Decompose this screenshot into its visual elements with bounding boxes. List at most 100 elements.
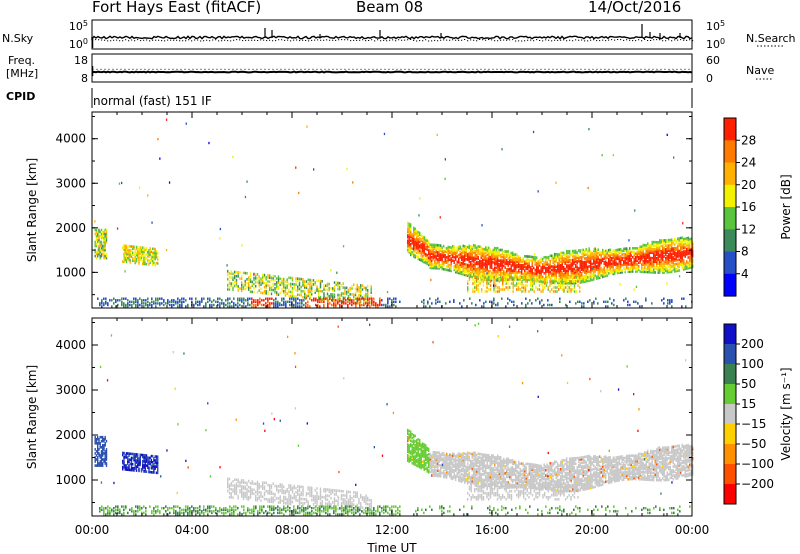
data-cell (641, 265, 643, 268)
data-cell (486, 473, 488, 477)
noise-left-tick-high: 105 (69, 19, 88, 33)
data-cell (465, 266, 467, 270)
data-cell (408, 429, 410, 433)
data-cell (566, 276, 568, 280)
data-cell (411, 452, 413, 456)
data-cell (579, 277, 581, 281)
data-cell (509, 276, 511, 279)
data-cell (682, 222, 684, 225)
data-cell (434, 250, 436, 254)
data-cell (195, 300, 197, 303)
data-cell (450, 477, 452, 480)
data-cell (615, 268, 617, 271)
data-cell (512, 288, 514, 291)
data-cell (413, 230, 415, 233)
data-cell (497, 277, 499, 280)
data-cell (420, 246, 422, 250)
data-cell (572, 288, 574, 291)
data-cell (558, 269, 560, 272)
data-cell (467, 282, 469, 285)
data-cell (521, 265, 523, 269)
data-cell (566, 276, 569, 279)
data-cell (428, 256, 430, 259)
data-cell (483, 485, 485, 489)
data-cell (480, 463, 482, 467)
data-cell (473, 244, 475, 247)
data-cell (326, 284, 329, 288)
data-cell (692, 254, 694, 258)
data-cell (507, 267, 509, 271)
data-cell (540, 260, 542, 264)
data-cell (133, 253, 135, 257)
data-cell (425, 447, 427, 451)
data-cell (481, 305, 483, 308)
data-cell (503, 255, 505, 259)
data-cell (464, 252, 466, 255)
data-cell (590, 264, 592, 268)
data-cell (546, 263, 548, 266)
data-cell (452, 463, 454, 466)
data-cell (609, 269, 611, 273)
data-cell (540, 276, 542, 279)
data-cell (633, 250, 635, 254)
data-cell (683, 245, 685, 248)
data-cell (414, 227, 416, 231)
data-cell (484, 290, 486, 293)
data-cell (594, 263, 596, 267)
data-cell (510, 260, 512, 264)
data-cell (465, 454, 467, 458)
data-cell (483, 251, 485, 255)
data-cell (117, 303, 119, 307)
data-cell (542, 290, 544, 293)
data-cell (507, 273, 509, 276)
data-cell (647, 253, 649, 256)
data-cell (653, 240, 655, 244)
data-cell (461, 270, 463, 274)
data-cell (540, 273, 542, 276)
data-cell (644, 247, 646, 250)
data-cell (563, 278, 565, 281)
data-cell (419, 456, 421, 460)
data-cell (615, 256, 617, 259)
data-cell (471, 249, 473, 252)
data-cell (540, 280, 542, 283)
data-cell (129, 245, 131, 248)
data-cell (468, 475, 470, 478)
data-cell (486, 266, 488, 269)
data-cell (596, 248, 598, 252)
data-cell (626, 250, 628, 254)
data-cell (523, 286, 525, 289)
data-cell (464, 475, 466, 479)
data-cell (528, 258, 530, 262)
data-cell (659, 271, 661, 274)
data-cell (152, 255, 154, 259)
data-cell (489, 259, 491, 262)
data-cell (609, 262, 611, 266)
data-cell (465, 469, 467, 472)
data-cell (491, 456, 493, 459)
data-cell (615, 264, 617, 268)
data-cell (367, 294, 369, 298)
data-cell (477, 466, 479, 470)
data-cell (683, 237, 685, 241)
data-cell (581, 252, 583, 255)
data-cell (524, 288, 527, 291)
data-cell (476, 480, 478, 484)
data-cell (422, 244, 424, 247)
data-cell (576, 276, 578, 279)
data-cell (432, 264, 434, 268)
data-cell (241, 287, 243, 290)
data-cell (525, 265, 527, 269)
data-cell (429, 461, 431, 465)
data-cell (246, 272, 248, 275)
data-cell (642, 252, 644, 256)
data-cell (471, 454, 473, 458)
data-cell (551, 274, 553, 277)
data-cell (597, 251, 599, 255)
data-cell (525, 303, 527, 307)
data-cell (286, 292, 288, 295)
noise-right-tick-high: 105 (706, 19, 725, 33)
data-cell (470, 463, 472, 466)
data-cell (300, 277, 302, 281)
data-cell (300, 293, 302, 297)
